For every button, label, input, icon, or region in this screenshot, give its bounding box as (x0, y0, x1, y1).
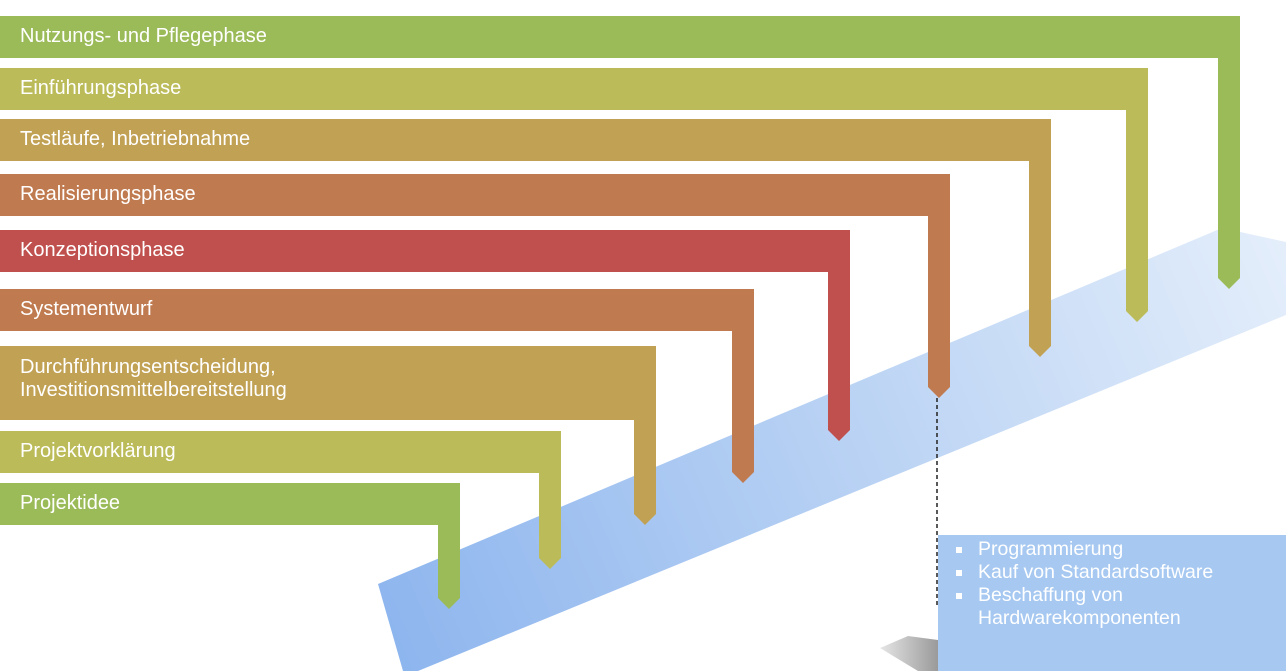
timeline-ramp (378, 228, 1286, 671)
detail-box-shadow (880, 636, 938, 671)
detail-item-standardsoftware: Kauf von Standardsoftware (952, 561, 1286, 584)
phase-label-text-line2: Investitionsmittelbereitstellung (20, 379, 287, 401)
phase-shape-nutzungsphase (0, 16, 1240, 289)
bullet-icon (956, 547, 962, 553)
detail-item-programmierung: Programmierung (952, 538, 1286, 561)
phase-label-systementwurf: Systementwurf (20, 298, 152, 321)
phase-label-text: Konzeptionsphase (20, 239, 185, 261)
phase-label-text: Durchführungsentscheidung, (20, 356, 276, 378)
phase-shape-realisierungsphase (0, 174, 950, 398)
bullet-icon (956, 570, 962, 576)
phase-label-testlaeufe: Testläufe, Inbetriebnahme (20, 128, 250, 151)
phase-shape-durchfuehrungsentscheidung (0, 346, 656, 525)
phase-label-nutzungsphase: Nutzungs- und Pflegephase (20, 25, 267, 48)
phase-shape-projektvorklaerung (0, 431, 561, 569)
phase-label-einfuehrungsphase: Einführungsphase (20, 77, 181, 100)
phase-label-konzeptionsphase: Konzeptionsphase (20, 239, 185, 262)
phase-shape-testlaeufe (0, 119, 1051, 357)
phase-label-text: Projektvorklärung (20, 440, 176, 462)
phase-label-text: Nutzungs- und Pflegephase (20, 25, 267, 47)
detail-item-label: Beschaffung von (978, 584, 1123, 606)
phase-shape-systementwurf (0, 289, 754, 483)
detail-item-label: Kauf von Standardsoftware (978, 561, 1214, 583)
phase-label-projektidee: Projektidee (20, 492, 120, 515)
phase-label-text: Einführungsphase (20, 77, 182, 99)
phase-label-text: Realisierungsphase (20, 183, 196, 205)
phase-label-durchfuehrungsentscheidung: Durchführungsentscheidung, Investitionsmi… (20, 356, 287, 402)
detail-item-label: Programmierung (978, 538, 1124, 560)
phase-label-text: Testläufe, Inbetriebnahme (20, 128, 251, 150)
detail-list: Programmierung Kauf von Standardsoftware… (952, 538, 1286, 630)
detail-item-hardware: Beschaffung von Hardwarekomponenten (952, 584, 1286, 630)
bullet-icon (956, 593, 962, 599)
detail-box: Programmierung Kauf von Standardsoftware… (938, 535, 1286, 671)
phase-shape-projektidee (0, 483, 460, 609)
phase-shape-konzeptionsphase (0, 230, 850, 441)
phase-label-text: Systementwurf (20, 298, 153, 320)
phase-label-text: Projektidee (20, 492, 121, 514)
phase-label-realisierungsphase: Realisierungsphase (20, 183, 196, 206)
detail-item-label-line2: Hardwarekomponenten (978, 607, 1181, 629)
phase-label-projektvorklaerung: Projektvorklärung (20, 440, 176, 463)
phase-shape-einfuehrungsphase (0, 68, 1148, 322)
